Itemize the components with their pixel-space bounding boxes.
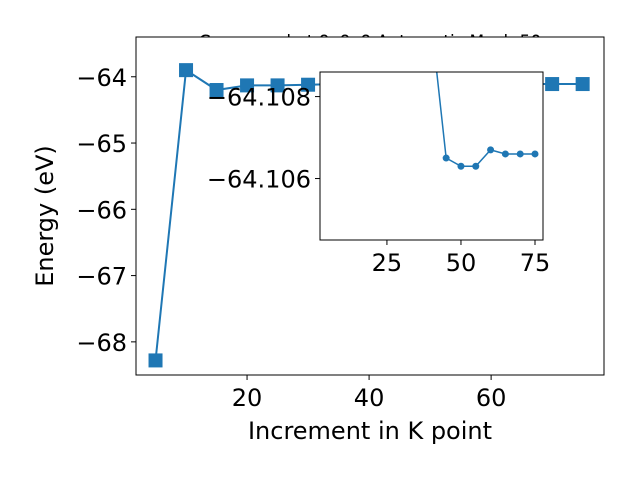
axes-frame [319, 71, 544, 241]
x-tick-label: 60 [476, 384, 507, 412]
x-axis-label: Increment in K point [248, 417, 492, 445]
marker [240, 78, 255, 93]
y-tick-label: −64.108 [207, 84, 311, 112]
marker [531, 150, 539, 158]
x-tick-label: 25 [372, 249, 403, 277]
marker [179, 63, 194, 78]
x-tick-label: 40 [354, 384, 385, 412]
marker [472, 162, 480, 170]
marker [148, 353, 163, 368]
x-tick-label: 50 [446, 249, 477, 277]
x-tick-label: 75 [520, 249, 551, 277]
y-tick-label: −67 [76, 263, 127, 291]
x-tick-label: 20 [232, 384, 263, 412]
y-tick-label: −66 [76, 196, 127, 224]
marker [301, 77, 316, 92]
y-tick-label: −68 [76, 329, 127, 357]
marker [428, 19, 435, 26]
plot-area [320, 72, 543, 240]
marker [442, 154, 450, 162]
marker [501, 150, 509, 158]
y-tick-label: −64.106 [207, 166, 311, 194]
y-tick-label: −64 [76, 64, 127, 92]
marker [545, 77, 560, 92]
y-tick-label: −65 [76, 130, 127, 158]
axes-frame [135, 36, 605, 376]
marker [457, 162, 465, 170]
marker [516, 150, 524, 158]
marker [209, 83, 224, 98]
marker [575, 77, 590, 92]
y-axis-label: Energy (eV) [31, 145, 59, 287]
series [428, 19, 539, 170]
marker [270, 78, 285, 93]
marker [487, 146, 495, 154]
